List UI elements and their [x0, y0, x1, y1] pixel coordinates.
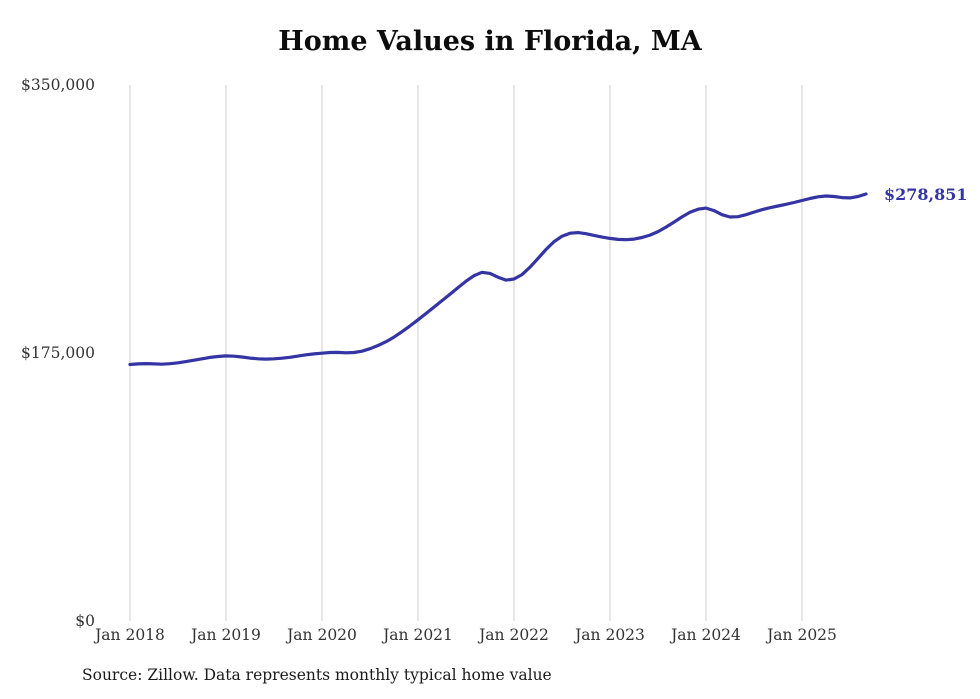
latest-value-label: $278,851 — [884, 185, 968, 204]
source-note: Source: Zillow. Data represents monthly … — [82, 666, 552, 684]
value-line — [128, 192, 868, 367]
y-tick-label: $175,000 — [21, 344, 95, 362]
x-tick-label: Jan 2021 — [381, 626, 453, 644]
y-tick-label: $0 — [75, 612, 95, 630]
x-tick-label: Jan 2023 — [573, 626, 645, 644]
x-tick-label: Jan 2022 — [477, 626, 549, 644]
x-tick-label: Jan 2018 — [93, 626, 165, 644]
x-tick-label: Jan 2020 — [285, 626, 357, 644]
x-tick-label: Jan 2024 — [669, 626, 741, 644]
x-tick-label: Jan 2019 — [189, 626, 261, 644]
y-tick-label: $350,000 — [21, 76, 95, 94]
chart-title: Home Values in Florida, MA — [278, 26, 702, 57]
x-tick-label: Jan 2025 — [765, 626, 837, 644]
